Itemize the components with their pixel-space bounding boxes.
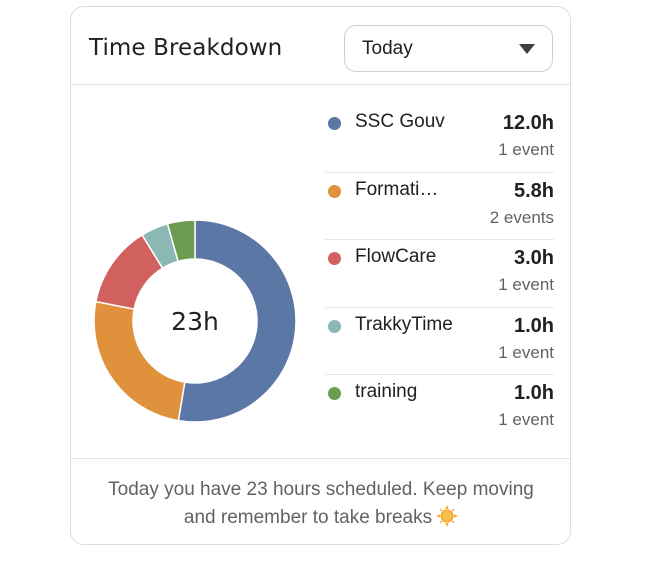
donut-slice-training[interactable] [166,219,196,263]
legend-item[interactable]: TrakkyTime 1.0h 1 event [325,308,554,375]
legend-dot [328,387,341,400]
donut-svg [93,219,297,423]
legend-dot [328,252,341,265]
legend-hours: 3.0h [513,247,554,269]
legend-item[interactable]: Formati… 5.8h 2 events [325,173,554,240]
legend-dot [328,184,341,198]
legend-hours: 1.0h [513,314,554,337]
donut-chart: 23h [93,219,297,423]
legend-name: SSC Gouv [355,111,445,132]
legend-item[interactable]: training 1.0h 1 event [325,375,554,443]
sun-emoji-icon [436,505,459,527]
legend-list: SSC Gouv 12.0h 1 event Formati… 5.8h 2 e… [325,105,554,443]
legend-name: training [355,381,418,402]
total-hours-label: 23h [171,306,219,336]
legend-hours: 12.0h [502,112,554,134]
legend-item[interactable]: SSC Gouv 12.0h 1 event [325,105,554,173]
card-title: Time Breakdown [89,35,283,61]
card-header: Time Breakdown Today [71,7,570,85]
legend-item[interactable]: FlowCare 3.0h 1 event [325,240,554,308]
legend-name: TrakkyTime [355,313,453,335]
legend-events: 1 event [498,275,554,294]
legend-name: Formati… [355,178,439,200]
legend-hours: 5.8h [513,179,554,202]
legend-events: 1 event [498,342,554,362]
caret-down-icon [519,44,535,54]
legend-name: FlowCare [355,246,437,267]
legend-events: 1 event [498,410,554,429]
card-footer: Today you have 23 hours scheduled. Keep … [71,458,570,544]
time-breakdown-card: Time Breakdown Today 23h SSC Gouv 12.0h … [70,6,571,545]
legend-dot [328,319,341,333]
legend-events: 2 events [489,207,554,227]
legend-hours: 1.0h [513,382,554,404]
footer-message-text: Today you have 23 hours scheduled. Keep … [108,479,534,528]
range-select[interactable]: Today [344,25,553,72]
donut-slice-ssc-gouv[interactable] [177,219,297,423]
footer-message: Today you have 23 hours scheduled. Keep … [101,476,541,532]
legend-events: 1 event [498,140,554,159]
range-select-value: Today [362,38,413,59]
legend-dot [328,117,341,130]
